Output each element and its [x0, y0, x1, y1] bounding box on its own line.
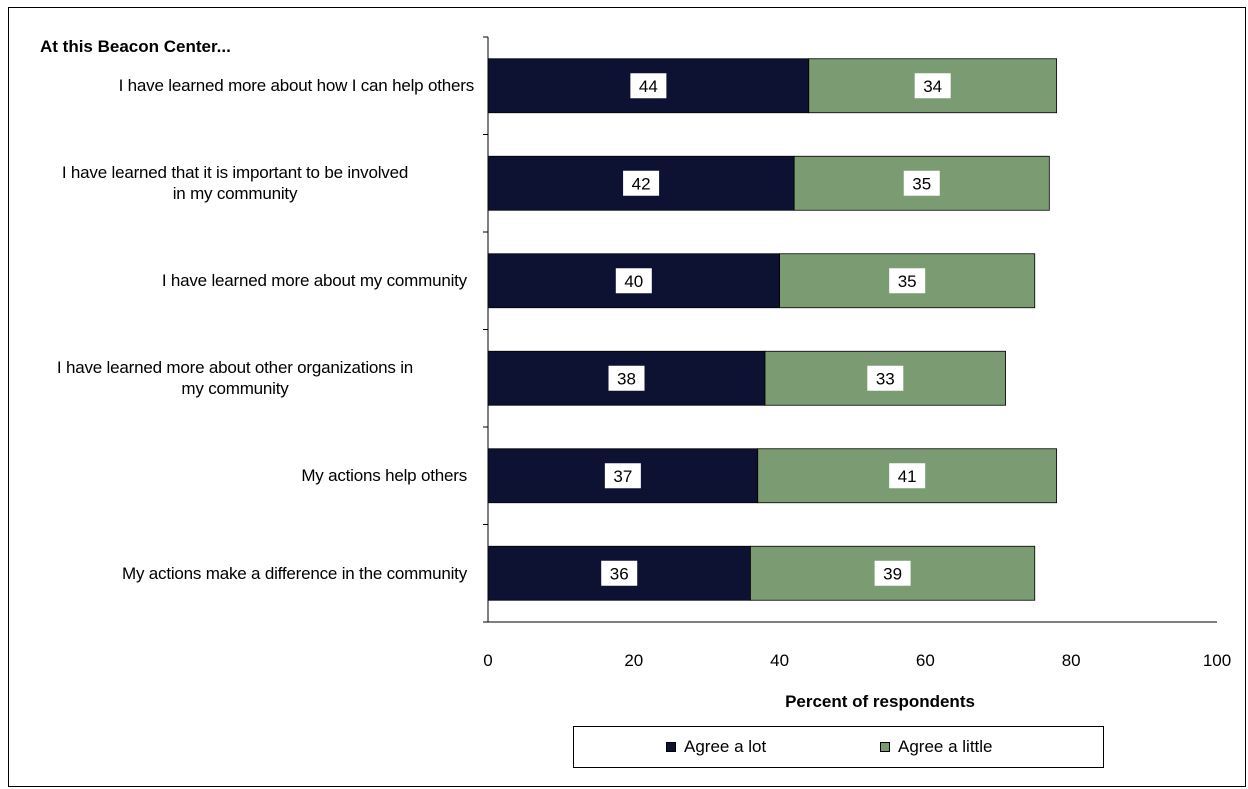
data-label-box [903, 170, 940, 196]
data-label: 40 [624, 272, 643, 291]
category-label: My actions help others [0, 465, 467, 486]
x-tick-label: 40 [770, 651, 790, 670]
legend-label: Agree a little [898, 737, 993, 756]
category-label-line: I have learned that it is important to b… [61, 163, 409, 183]
category-label: I have learned that it is important to b… [0, 162, 470, 204]
category-label: I have learned more about my community [0, 270, 467, 291]
data-label: 35 [912, 174, 931, 193]
category-label-line: My actions help others [301, 466, 467, 486]
x-axis-title: Percent of respondents [785, 692, 975, 711]
data-label-box [601, 560, 638, 586]
category-label: I have learned more about how I can help… [0, 75, 475, 96]
data-label-box [889, 268, 926, 294]
data-label-box [615, 268, 652, 294]
category-label: I have learned more about other organiza… [0, 357, 470, 399]
data-label-box [914, 73, 951, 99]
legend-swatch [880, 742, 890, 752]
chart-title: At this Beacon Center... [40, 37, 231, 56]
data-label: 34 [923, 77, 942, 96]
category-label-line: My actions make a difference in the comm… [121, 563, 467, 583]
legend-item-agree-a-little: Agree a little [880, 737, 993, 757]
category-label: My actions make a difference in the comm… [0, 563, 467, 584]
category-label-line: I have learned more about other organiza… [56, 358, 414, 378]
data-label: 33 [876, 369, 895, 388]
data-label: 38 [617, 369, 636, 388]
data-label-box [874, 560, 911, 586]
data-label-box [604, 463, 641, 489]
data-label: 36 [610, 564, 629, 583]
x-tick-label: 60 [915, 651, 935, 670]
chart-frame [8, 7, 1246, 787]
category-label-line: I have learned more about how I can help… [118, 76, 475, 96]
data-label: 37 [613, 467, 632, 486]
data-label-box [608, 365, 645, 391]
data-label-box [623, 170, 660, 196]
data-label: 44 [639, 77, 658, 96]
x-tick-label: 100 [1202, 651, 1232, 670]
x-tick-label: 0 [483, 651, 493, 670]
legend-label: Agree a lot [684, 737, 767, 756]
x-tick-label: 80 [1061, 651, 1081, 670]
category-label-line: I have learned more about my community [161, 271, 467, 291]
data-label: 35 [898, 272, 917, 291]
legend-swatch [666, 742, 676, 752]
bar-agree-a-little [757, 448, 1058, 504]
data-label-box [867, 365, 904, 391]
data-label: 39 [883, 564, 902, 583]
x-tick-label: 20 [624, 651, 644, 670]
data-label-box [630, 73, 667, 99]
category-label-line: in my community [172, 184, 298, 204]
data-label: 41 [898, 467, 917, 486]
legend-item-agree-a-lot: Agree a lot [666, 737, 766, 757]
data-label-box [889, 463, 926, 489]
legend: Agree a lot Agree a little [573, 726, 1104, 768]
data-label: 42 [632, 174, 651, 193]
category-label-line: my community [181, 379, 289, 399]
